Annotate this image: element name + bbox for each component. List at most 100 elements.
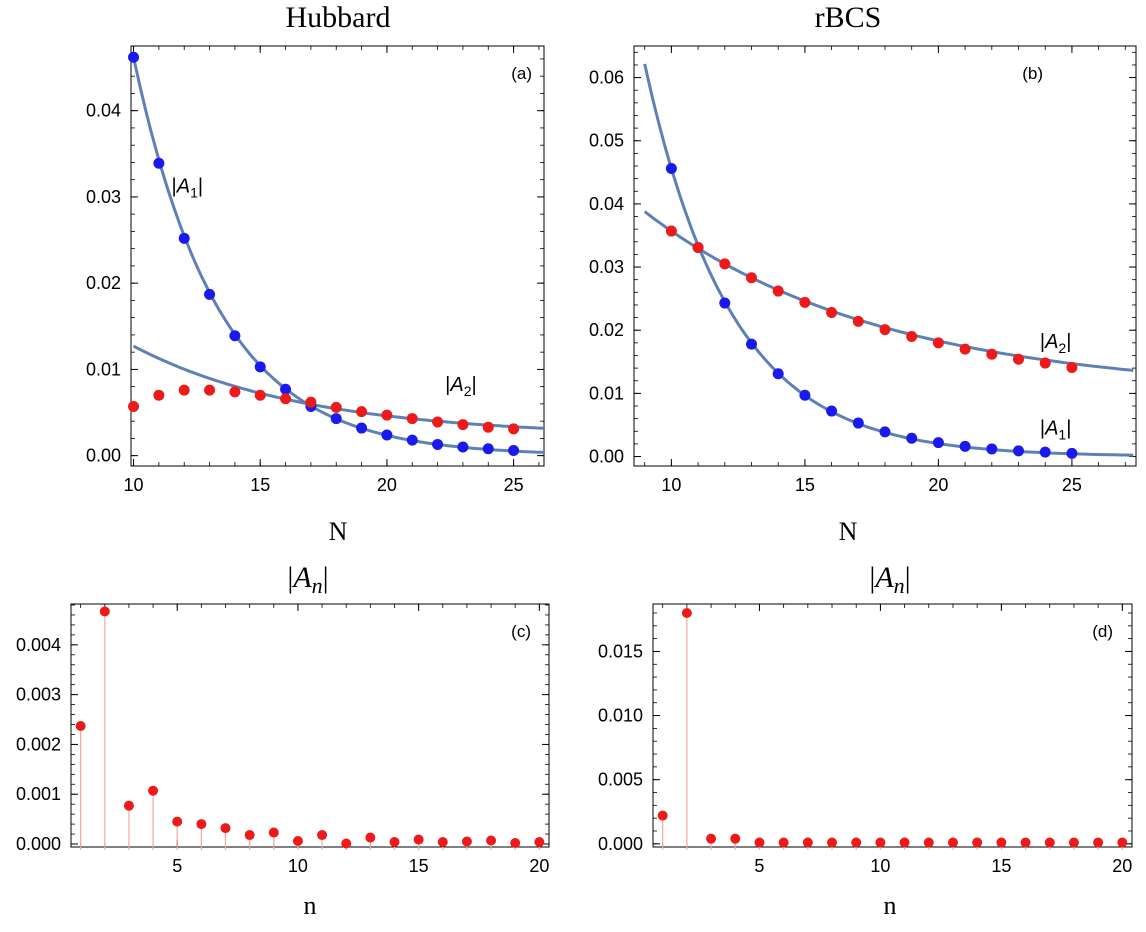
data-point-a-1-10	[381, 409, 393, 421]
data-point-b-1-7	[852, 315, 864, 327]
data-point-d-9	[875, 837, 886, 848]
data-point-d-5	[778, 837, 789, 848]
x-tick-label-b-2: 20	[928, 475, 948, 495]
data-point-c-17	[486, 835, 497, 846]
data-point-d-19	[1117, 837, 1128, 848]
x-tick-label-b-1: 15	[795, 475, 815, 495]
chart-title-c-post: |	[323, 561, 329, 594]
data-point-b-1-3	[745, 272, 757, 284]
data-point-a-1-3	[204, 384, 216, 396]
data-point-b-0-7	[852, 417, 864, 429]
x-tick-label-d-2: 15	[991, 856, 1011, 876]
panel-label-a: (a)	[511, 64, 532, 83]
x-axis-label-d: n	[884, 891, 897, 920]
data-point-b-1-0	[665, 225, 677, 237]
data-point-b-1-10	[932, 337, 944, 349]
x-tick-label-c-0: 5	[172, 856, 182, 876]
ticks-c: 5 10 15 20 0.000 0.001 0.002 0.003 0.004	[16, 604, 549, 876]
data-point-b-0-9	[906, 432, 918, 444]
data-point-c-18	[510, 838, 521, 849]
x-axis-label-c: n	[304, 891, 317, 920]
data-points-a	[128, 51, 520, 456]
data-point-b-1-4	[772, 285, 784, 297]
data-point-b-1-14	[1039, 357, 1051, 369]
data-point-b-0-12	[986, 443, 998, 455]
y-tick-label-b-6: 0.06	[589, 68, 624, 88]
data-point-a-0-6	[280, 383, 292, 395]
y-tick-label-d-1: 0.005	[598, 770, 643, 790]
data-point-c-7	[244, 830, 255, 841]
plot-frame-c	[70, 603, 550, 848]
x-tick-label-d-1: 10	[870, 856, 890, 876]
data-point-d-13	[972, 837, 983, 848]
data-point-b-1-12	[986, 348, 998, 360]
data-point-c-1	[99, 606, 110, 617]
chart-title-a: Hubbard	[286, 1, 391, 34]
data-point-a-1-0	[128, 400, 140, 412]
data-point-a-1-8	[330, 401, 342, 413]
data-point-c-3	[148, 785, 159, 796]
data-point-b-0-4	[772, 368, 784, 380]
fit-curves-a	[132, 56, 545, 454]
chart-title-d-sub: n	[894, 573, 905, 598]
y-tick-label-c-2: 0.002	[16, 734, 61, 754]
data-point-d-16	[1044, 837, 1055, 848]
data-point-a-0-9	[356, 422, 368, 434]
data-point-a-1-13	[457, 419, 469, 431]
data-point-b-0-14	[1039, 446, 1051, 458]
data-point-a-0-15	[508, 444, 520, 456]
data-point-d-11	[923, 837, 934, 848]
x-tick-label-d-0: 5	[754, 856, 764, 876]
y-tick-label-c-3: 0.003	[16, 685, 61, 705]
data-point-d-14	[996, 837, 1007, 848]
data-point-a-0-2	[178, 232, 190, 244]
y-tick-label-a-1: 0.01	[86, 359, 121, 379]
data-point-b-0-6	[826, 405, 838, 417]
annotations-a: |A1| |A2|	[172, 176, 477, 399]
y-tick-label-c-4: 0.004	[16, 635, 61, 655]
y-tick-label-b-1: 0.01	[589, 383, 624, 403]
data-point-b-1-13	[1013, 353, 1025, 365]
data-point-b-1-15	[1066, 361, 1078, 373]
data-point-b-1-6	[826, 307, 838, 319]
y-tick-label-b-2: 0.02	[589, 320, 624, 340]
data-point-c-12	[365, 832, 376, 843]
chart-title-d-post: |	[905, 561, 911, 594]
data-point-b-1-2	[719, 258, 731, 270]
annotation-b-1: |A1|	[1040, 417, 1072, 442]
y-tick-label-a-0: 0.00	[86, 446, 121, 466]
chart-panel-b: rBCS 10 15 20 25 0.00 0.01 0.02 0.03 0.04 0.05 0.0…	[589, 1, 1137, 546]
x-tick-label-b-0: 10	[661, 475, 681, 495]
data-point-a-0-12	[432, 438, 444, 450]
y-tick-label-a-4: 0.04	[86, 101, 121, 121]
y-tick-label-a-3: 0.03	[86, 187, 121, 207]
data-point-b-1-11	[959, 343, 971, 355]
y-tick-label-d-3: 0.015	[598, 641, 643, 661]
data-point-c-11	[341, 838, 352, 849]
x-axis-label-a: N	[329, 517, 348, 546]
ticks-b: 10 15 20 25 0.00 0.01 0.02 0.03 0.04 0.05 0.06	[589, 46, 1136, 495]
chart-title-c-var: A	[291, 561, 312, 594]
data-point-a-0-8	[330, 413, 342, 425]
data-point-c-2	[123, 800, 134, 811]
chart-panel-a: Hubbard 10 15 20 25 0.00 0.01 0.02 0.03 0.04 (a)…	[86, 1, 545, 546]
data-point-d-0	[657, 810, 668, 821]
annotation-b-0: |A2|	[1040, 331, 1072, 356]
fit-curves-b	[643, 63, 1134, 457]
data-point-c-5	[196, 819, 207, 830]
x-tick-label-a-1: 15	[250, 475, 270, 495]
data-point-b-0-0	[665, 163, 677, 175]
data-point-a-1-6	[280, 393, 292, 405]
data-point-a-1-9	[356, 406, 368, 418]
data-point-b-0-11	[959, 440, 971, 452]
y-tick-label-b-3: 0.03	[589, 257, 624, 277]
data-point-a-0-3	[204, 288, 216, 300]
data-point-a-1-5	[254, 389, 266, 401]
y-tick-label-c-1: 0.001	[16, 784, 61, 804]
data-point-d-3	[730, 833, 741, 844]
chart-title-d-pre: |	[869, 561, 875, 594]
panel-label-d: (d)	[1092, 622, 1113, 641]
chart-title-d: |An|	[869, 561, 910, 598]
